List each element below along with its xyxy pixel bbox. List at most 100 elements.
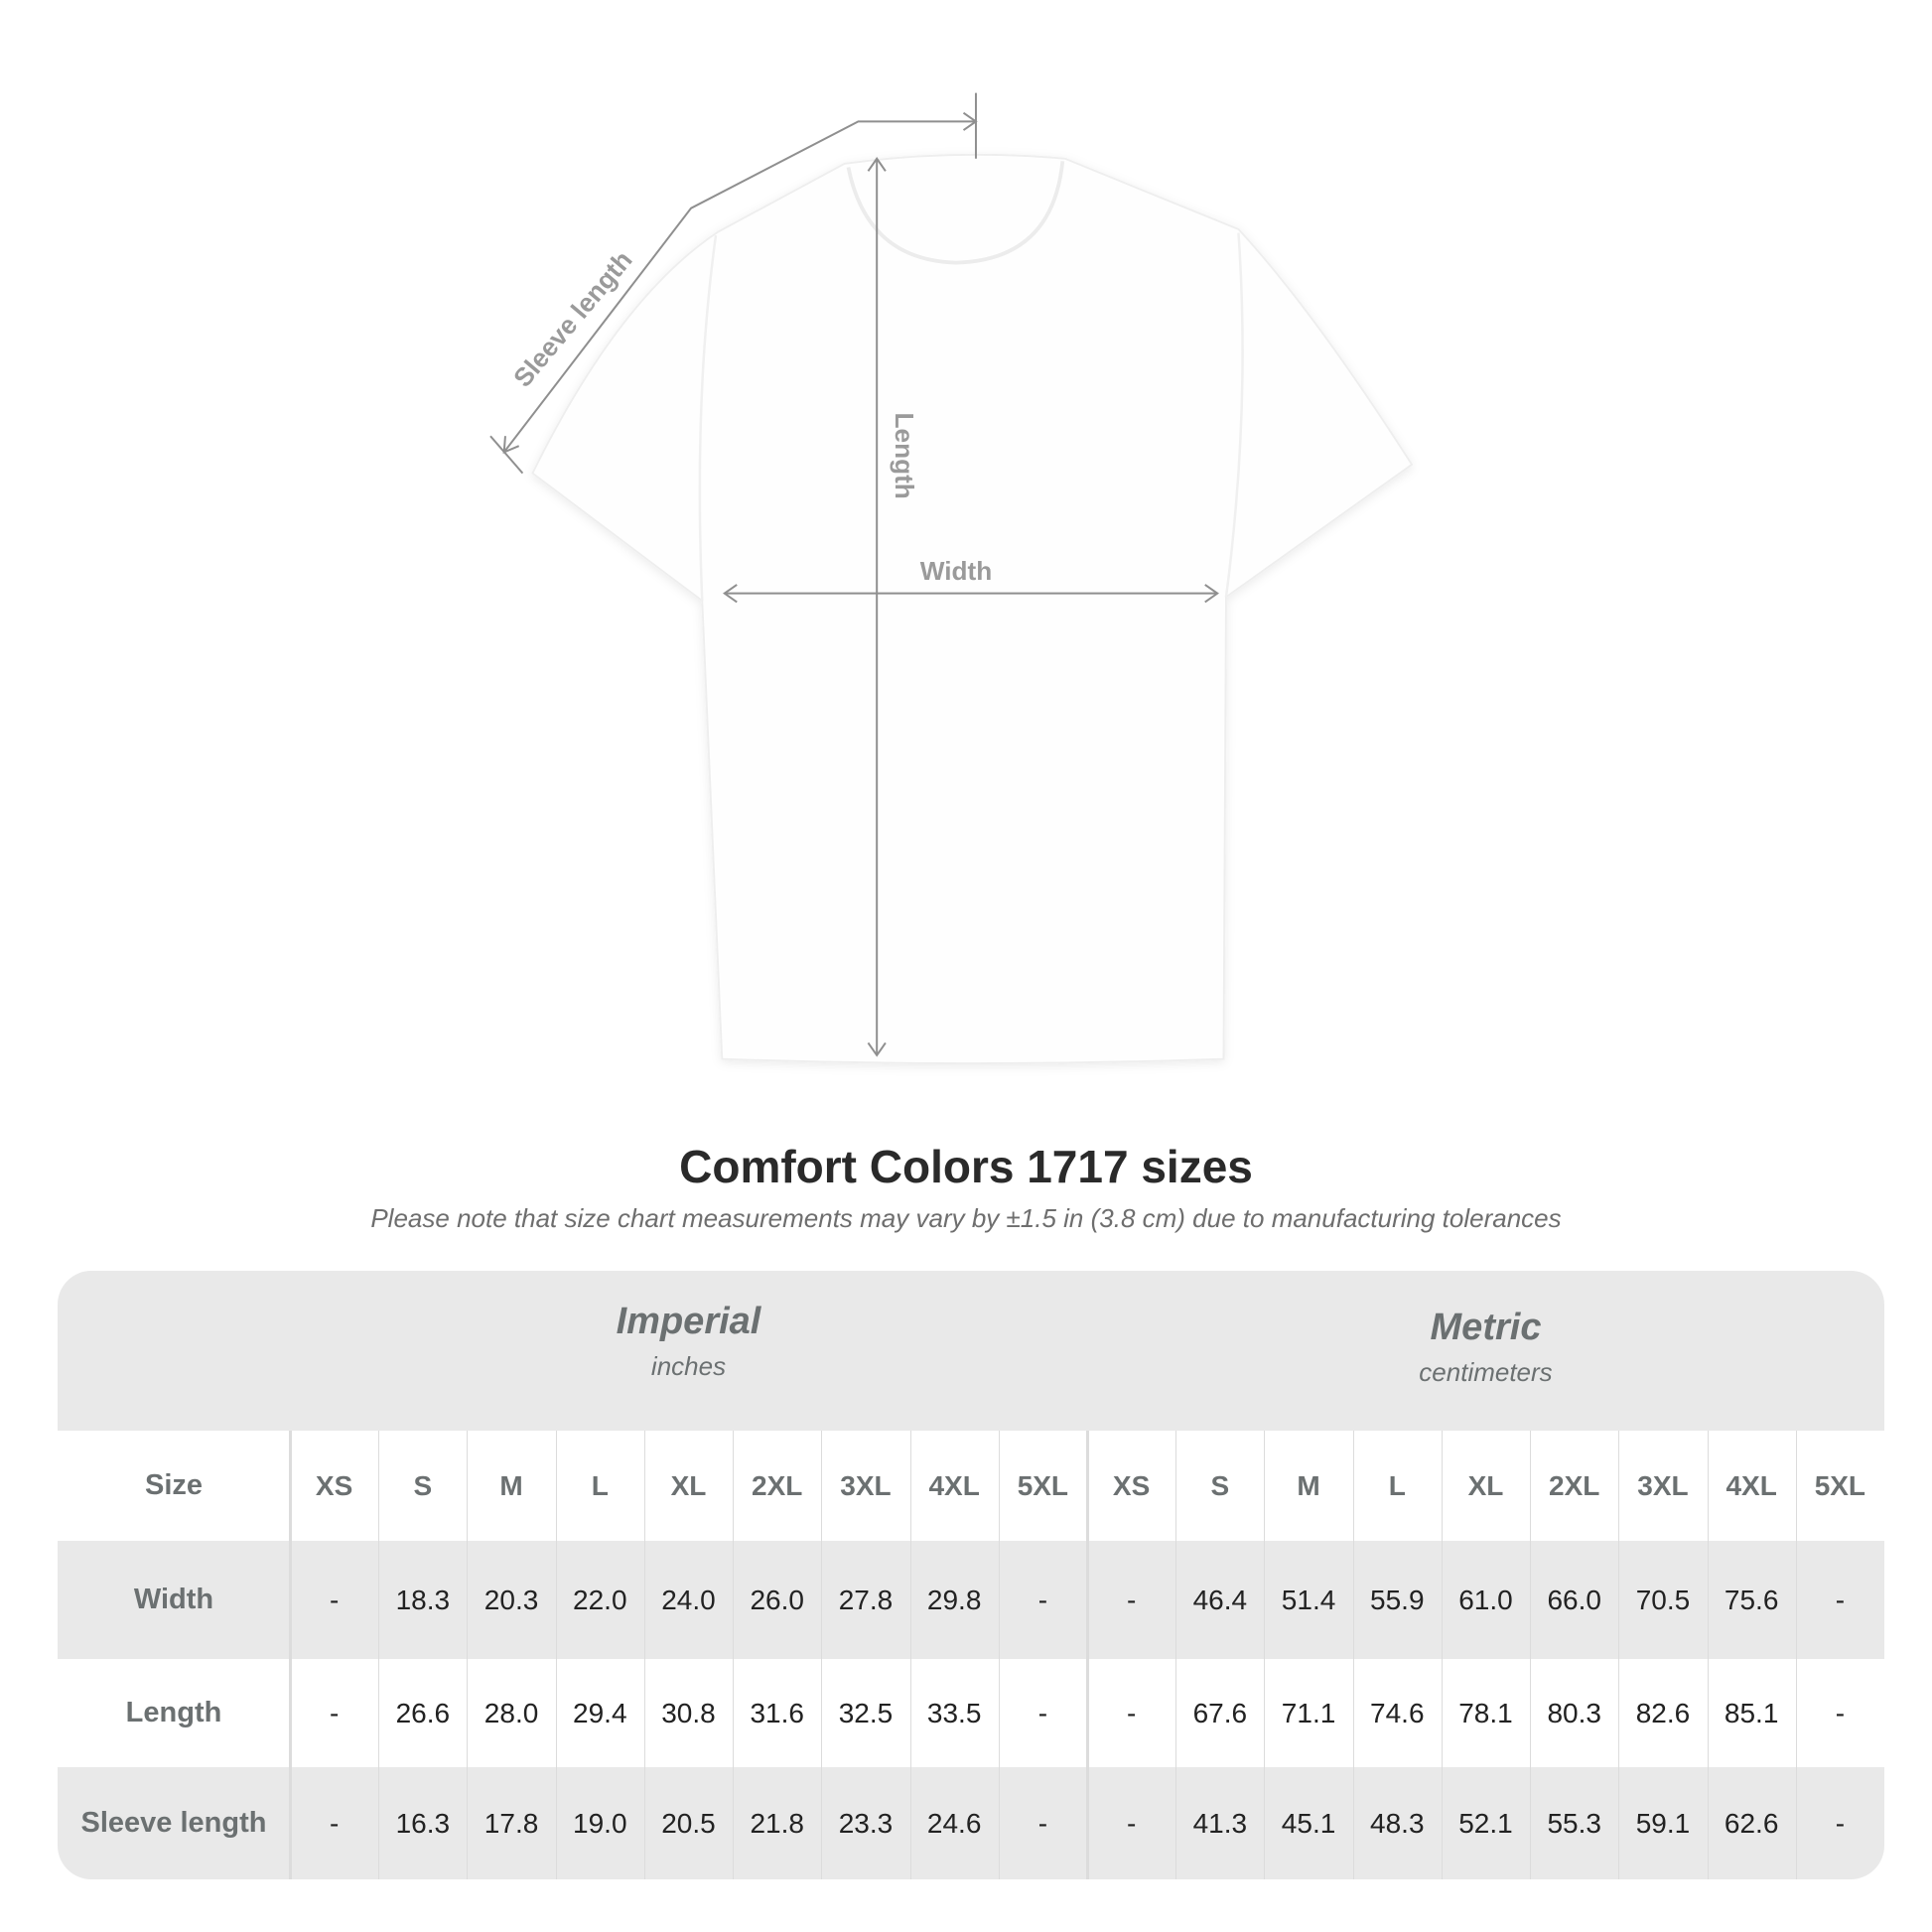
size-header-imperial: 3XL: [840, 1469, 892, 1501]
imperial-value-cell: 21.8: [750, 1807, 804, 1839]
width-label: Width: [920, 556, 992, 586]
metric-value-cell: 75.6: [1724, 1584, 1779, 1615]
sleeve-length-measure: [489, 92, 978, 475]
size-header-label: Size: [144, 1469, 204, 1501]
metric-value-cell: 74.6: [1370, 1697, 1425, 1728]
column-divider: [1795, 1431, 1797, 1879]
imperial-value-cell: -: [329, 1807, 340, 1839]
imperial-value-cell: -: [329, 1584, 340, 1615]
imperial-value-cell: -: [1037, 1807, 1048, 1839]
imperial-value-cell: -: [1037, 1584, 1048, 1615]
unit-header-band: [58, 1271, 1884, 1431]
column-divider: [909, 1431, 911, 1879]
size-header-imperial: 2XL: [752, 1469, 803, 1501]
collar: [846, 161, 1065, 265]
imperial-title: Imperial: [616, 1301, 761, 1342]
size-header-imperial: M: [499, 1469, 523, 1501]
column-divider: [998, 1431, 1000, 1879]
imperial-value-cell: 30.8: [661, 1697, 716, 1728]
size-header-imperial: 4XL: [928, 1469, 980, 1501]
size-header-metric: M: [1297, 1469, 1320, 1501]
tolerance-note: Please note that size chart measurements…: [370, 1203, 1562, 1233]
column-divider: [1530, 1431, 1532, 1879]
metric-value-cell: 45.1: [1281, 1807, 1336, 1839]
metric-value-cell: 59.1: [1635, 1807, 1691, 1839]
size-header-imperial: XL: [670, 1469, 707, 1501]
length-label: Length: [890, 413, 919, 499]
metric-value-cell: -: [1835, 1584, 1846, 1615]
imperial-value-cell: 19.0: [573, 1807, 627, 1839]
row-band-width: [58, 1541, 1884, 1659]
metric-value-cell: 70.5: [1635, 1584, 1691, 1615]
metric-value-cell: 46.4: [1192, 1584, 1248, 1615]
column-divider: [1352, 1431, 1354, 1879]
imperial-value-cell: 31.6: [750, 1697, 804, 1728]
column-divider: [378, 1431, 380, 1879]
size-header-imperial: 5XL: [1017, 1469, 1069, 1501]
metric-value-cell: 85.1: [1724, 1697, 1779, 1728]
metric-value-cell: -: [1126, 1697, 1137, 1728]
metric-value-cell: -: [1835, 1807, 1846, 1839]
metric-value-cell: 52.1: [1458, 1807, 1513, 1839]
size-header-metric: S: [1210, 1469, 1230, 1501]
width-measure: [723, 584, 1219, 604]
column-divider: [1086, 1431, 1089, 1879]
size-header-metric: XL: [1467, 1469, 1504, 1501]
column-divider: [289, 1431, 292, 1879]
imperial-value-cell: 24.0: [661, 1584, 716, 1615]
size-header-imperial: XS: [315, 1469, 353, 1501]
metric-value-cell: 55.9: [1370, 1584, 1425, 1615]
metric-value-cell: 66.0: [1547, 1584, 1601, 1615]
imperial-value-cell: 26.0: [750, 1584, 804, 1615]
imperial-value-cell: -: [1037, 1697, 1048, 1728]
tshirt-image: [531, 153, 1414, 1064]
column-divider: [1618, 1431, 1620, 1879]
imperial-value-cell: 28.0: [483, 1697, 539, 1728]
column-divider: [1707, 1431, 1709, 1879]
metric-title: Metric: [1430, 1307, 1542, 1348]
column-divider: [733, 1431, 735, 1879]
row-label: Length: [125, 1697, 222, 1728]
imperial-value-cell: 18.3: [395, 1584, 451, 1615]
length-measure: [867, 157, 887, 1057]
row-band-sleeve: [58, 1767, 1884, 1879]
metric-value-cell: 71.1: [1281, 1697, 1336, 1728]
column-divider: [1264, 1431, 1266, 1879]
size-header-imperial: L: [591, 1469, 609, 1501]
size-chart-table: Imperial inches Metric centimeters Size X…: [58, 1271, 1884, 1879]
metric-value-cell: -: [1835, 1697, 1846, 1728]
size-header-metric: 5XL: [1814, 1469, 1866, 1501]
metric-value-cell: -: [1126, 1584, 1137, 1615]
metric-unit: centimeters: [1419, 1357, 1553, 1387]
column-divider: [1441, 1431, 1443, 1879]
column-divider: [555, 1431, 557, 1879]
metric-value-cell: -: [1126, 1807, 1137, 1839]
imperial-value-cell: 20.5: [661, 1807, 716, 1839]
size-header-metric: 3XL: [1637, 1469, 1689, 1501]
imperial-value-cell: 17.8: [483, 1807, 539, 1839]
imperial-value-cell: 20.3: [483, 1584, 539, 1615]
imperial-unit: inches: [650, 1351, 727, 1381]
row-label: Sleeve length: [80, 1807, 267, 1839]
imperial-value-cell: 24.6: [926, 1807, 982, 1839]
tshirt-measurement-diagram: Sleeve length Length Width: [489, 92, 1414, 1064]
metric-value-cell: 55.3: [1547, 1807, 1601, 1839]
row-label: Width: [133, 1584, 214, 1615]
metric-value-cell: 67.6: [1192, 1697, 1248, 1728]
metric-value-cell: 82.6: [1635, 1697, 1691, 1728]
metric-value-cell: 51.4: [1281, 1584, 1336, 1615]
metric-value-cell: 61.0: [1458, 1584, 1513, 1615]
imperial-value-cell: 26.6: [395, 1697, 451, 1728]
imperial-value-cell: 33.5: [926, 1697, 982, 1728]
size-header-metric: XS: [1112, 1469, 1151, 1501]
imperial-value-cell: 23.3: [838, 1807, 894, 1839]
metric-value-cell: 80.3: [1547, 1697, 1601, 1728]
size-header-metric: L: [1388, 1469, 1406, 1501]
column-divider: [643, 1431, 645, 1879]
column-divider: [467, 1431, 469, 1879]
metric-value-cell: 78.1: [1458, 1697, 1513, 1728]
imperial-value-cell: 29.4: [573, 1697, 627, 1728]
page-title: Comfort Colors 1717 sizes: [679, 1141, 1253, 1192]
metric-value-cell: 41.3: [1192, 1807, 1248, 1839]
imperial-value-cell: 32.5: [838, 1697, 894, 1728]
